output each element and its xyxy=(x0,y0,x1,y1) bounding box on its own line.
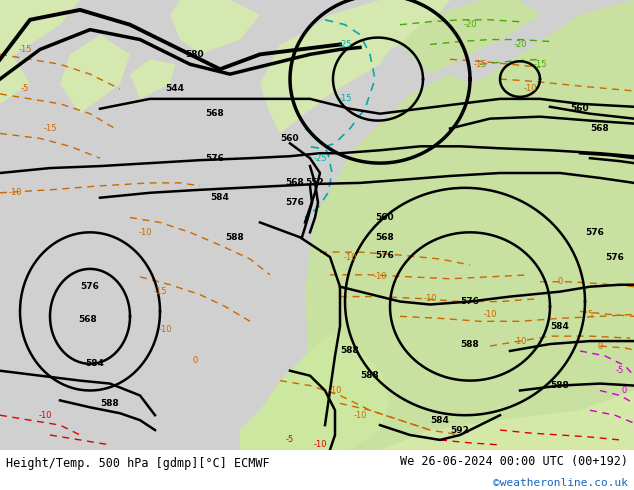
Polygon shape xyxy=(260,15,400,133)
Text: -10: -10 xyxy=(514,337,527,345)
Polygon shape xyxy=(290,0,450,84)
Text: 560: 560 xyxy=(571,104,590,113)
Text: 584: 584 xyxy=(550,322,569,331)
Text: 568: 568 xyxy=(375,233,394,242)
Text: 560: 560 xyxy=(376,213,394,222)
Text: 544: 544 xyxy=(165,84,184,94)
Text: 568: 568 xyxy=(286,178,304,187)
Text: -10: -10 xyxy=(313,441,327,449)
Text: -15: -15 xyxy=(153,287,167,296)
Text: -15: -15 xyxy=(473,60,487,69)
Text: -15: -15 xyxy=(43,124,57,133)
Text: 588: 588 xyxy=(101,399,119,408)
Text: -10: -10 xyxy=(138,228,152,237)
Text: 576: 576 xyxy=(205,154,224,163)
Text: 576: 576 xyxy=(605,252,624,262)
Text: 576: 576 xyxy=(285,198,304,207)
Text: 576: 576 xyxy=(375,250,394,260)
Text: -10: -10 xyxy=(158,325,172,334)
Text: 588: 588 xyxy=(226,233,244,242)
Text: -15: -15 xyxy=(339,95,352,103)
Text: -5: -5 xyxy=(616,366,624,375)
Polygon shape xyxy=(60,35,130,114)
Text: ©weatheronline.co.uk: ©weatheronline.co.uk xyxy=(493,478,628,488)
Text: -10: -10 xyxy=(483,310,497,319)
Text: 568: 568 xyxy=(79,315,98,324)
Text: -10: -10 xyxy=(328,386,342,395)
Polygon shape xyxy=(305,0,634,450)
Text: -10: -10 xyxy=(38,411,52,420)
Text: 0: 0 xyxy=(557,277,562,286)
Text: Height/Temp. 500 hPa [gdmp][°C] ECMWF: Height/Temp. 500 hPa [gdmp][°C] ECMWF xyxy=(6,457,270,470)
Text: 588: 588 xyxy=(550,381,569,390)
Text: 568: 568 xyxy=(205,109,224,118)
Text: -10: -10 xyxy=(8,188,22,197)
Text: 576: 576 xyxy=(460,297,479,306)
Text: 0: 0 xyxy=(192,356,198,366)
Text: 0: 0 xyxy=(597,342,603,350)
Text: 580: 580 xyxy=(186,50,204,59)
Polygon shape xyxy=(170,0,260,54)
Text: -20: -20 xyxy=(514,40,527,49)
Text: -20: -20 xyxy=(463,20,477,29)
Text: 560: 560 xyxy=(281,134,299,143)
Polygon shape xyxy=(440,94,634,252)
Text: 5: 5 xyxy=(587,310,593,319)
Text: 576: 576 xyxy=(81,282,100,291)
Text: 584: 584 xyxy=(86,359,105,368)
Text: -25: -25 xyxy=(339,40,352,49)
Polygon shape xyxy=(240,331,390,450)
Text: -10: -10 xyxy=(523,84,537,94)
Text: -5: -5 xyxy=(286,436,294,444)
Text: -10: -10 xyxy=(343,252,357,262)
Text: 584: 584 xyxy=(430,416,450,425)
Text: 584: 584 xyxy=(210,193,230,202)
Text: 592: 592 xyxy=(451,425,469,435)
Text: 568: 568 xyxy=(591,124,609,133)
Text: -15: -15 xyxy=(533,60,547,69)
Text: -25: -25 xyxy=(313,154,327,163)
Text: -15: -15 xyxy=(18,45,32,54)
Text: 588: 588 xyxy=(361,371,379,380)
Polygon shape xyxy=(130,59,175,99)
Polygon shape xyxy=(0,0,80,64)
Text: 588: 588 xyxy=(461,340,479,348)
Polygon shape xyxy=(240,391,634,450)
Text: -5: -5 xyxy=(21,84,29,94)
Text: We 26-06-2024 00:00 UTC (00+192): We 26-06-2024 00:00 UTC (00+192) xyxy=(399,455,628,468)
Text: 0: 0 xyxy=(621,386,626,395)
Polygon shape xyxy=(400,0,540,74)
Polygon shape xyxy=(0,35,30,104)
Text: -10: -10 xyxy=(373,272,387,281)
Text: 588: 588 xyxy=(340,346,359,355)
Text: -10: -10 xyxy=(424,294,437,303)
Text: 576: 576 xyxy=(586,228,604,237)
Text: 552: 552 xyxy=(306,178,325,187)
Text: -10: -10 xyxy=(353,411,366,420)
